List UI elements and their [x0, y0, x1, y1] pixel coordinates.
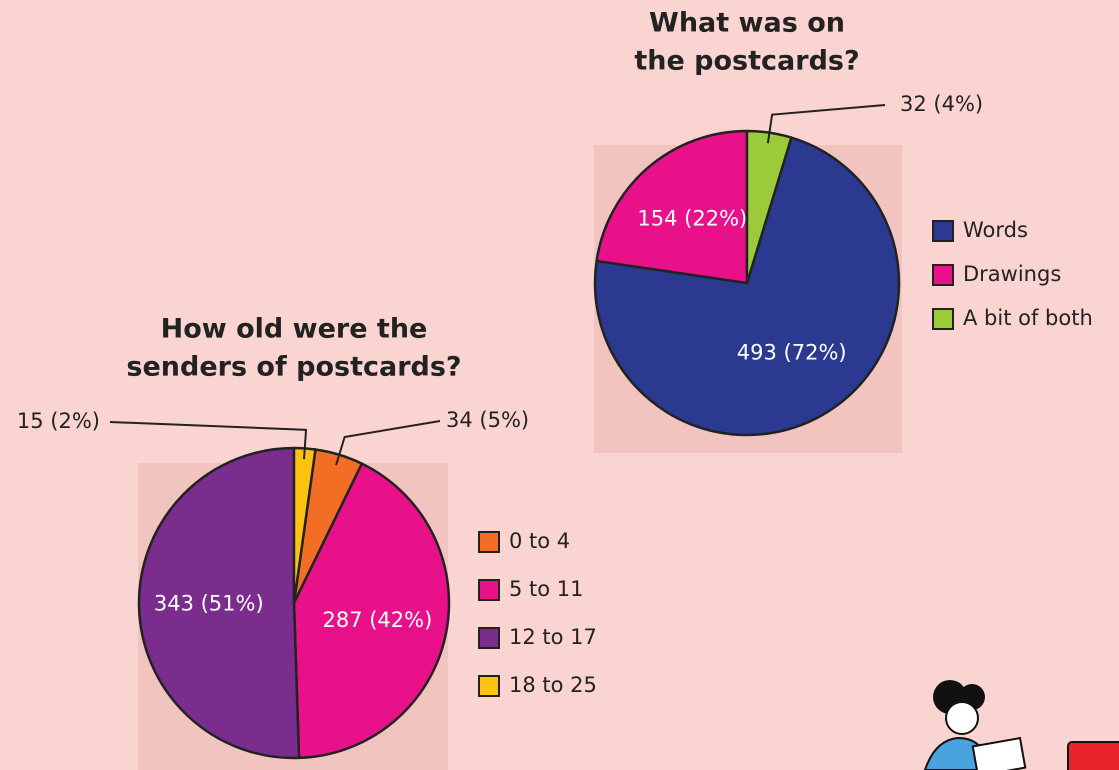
data-label: 493 (72%)	[737, 341, 847, 365]
legend-label: 5 to 11	[509, 577, 584, 601]
chart-title: senders of postcards?	[126, 352, 461, 383]
data-label: 15 (2%)	[17, 409, 100, 433]
chart-title: the postcards?	[634, 46, 859, 77]
data-label: 287 (42%)	[322, 608, 432, 632]
legend-label: 18 to 25	[509, 673, 597, 697]
chart-title: How old were the	[161, 314, 428, 345]
legend-swatch	[933, 309, 953, 329]
legend-label: Words	[963, 218, 1028, 242]
legend-label: 0 to 4	[509, 529, 570, 553]
chart-title: What was on	[649, 8, 845, 39]
legend-swatch	[933, 221, 953, 241]
legend-swatch	[479, 532, 499, 552]
data-label: 34 (5%)	[446, 408, 529, 432]
page: What was on the postcards? 493 (72%) Words 1…	[0, 0, 1119, 770]
legend-label: A bit of both	[963, 306, 1093, 330]
legend-swatch	[933, 265, 953, 285]
data-label: 32 (4%)	[900, 92, 983, 116]
legend-swatch	[479, 628, 499, 648]
legend-label: Drawings	[963, 262, 1061, 286]
data-label: 343 (51%)	[154, 591, 264, 615]
legend-label: 12 to 17	[509, 625, 597, 649]
legend-swatch	[479, 676, 499, 696]
legend-swatch	[479, 580, 499, 600]
data-label: 154 (22%)	[637, 207, 747, 231]
